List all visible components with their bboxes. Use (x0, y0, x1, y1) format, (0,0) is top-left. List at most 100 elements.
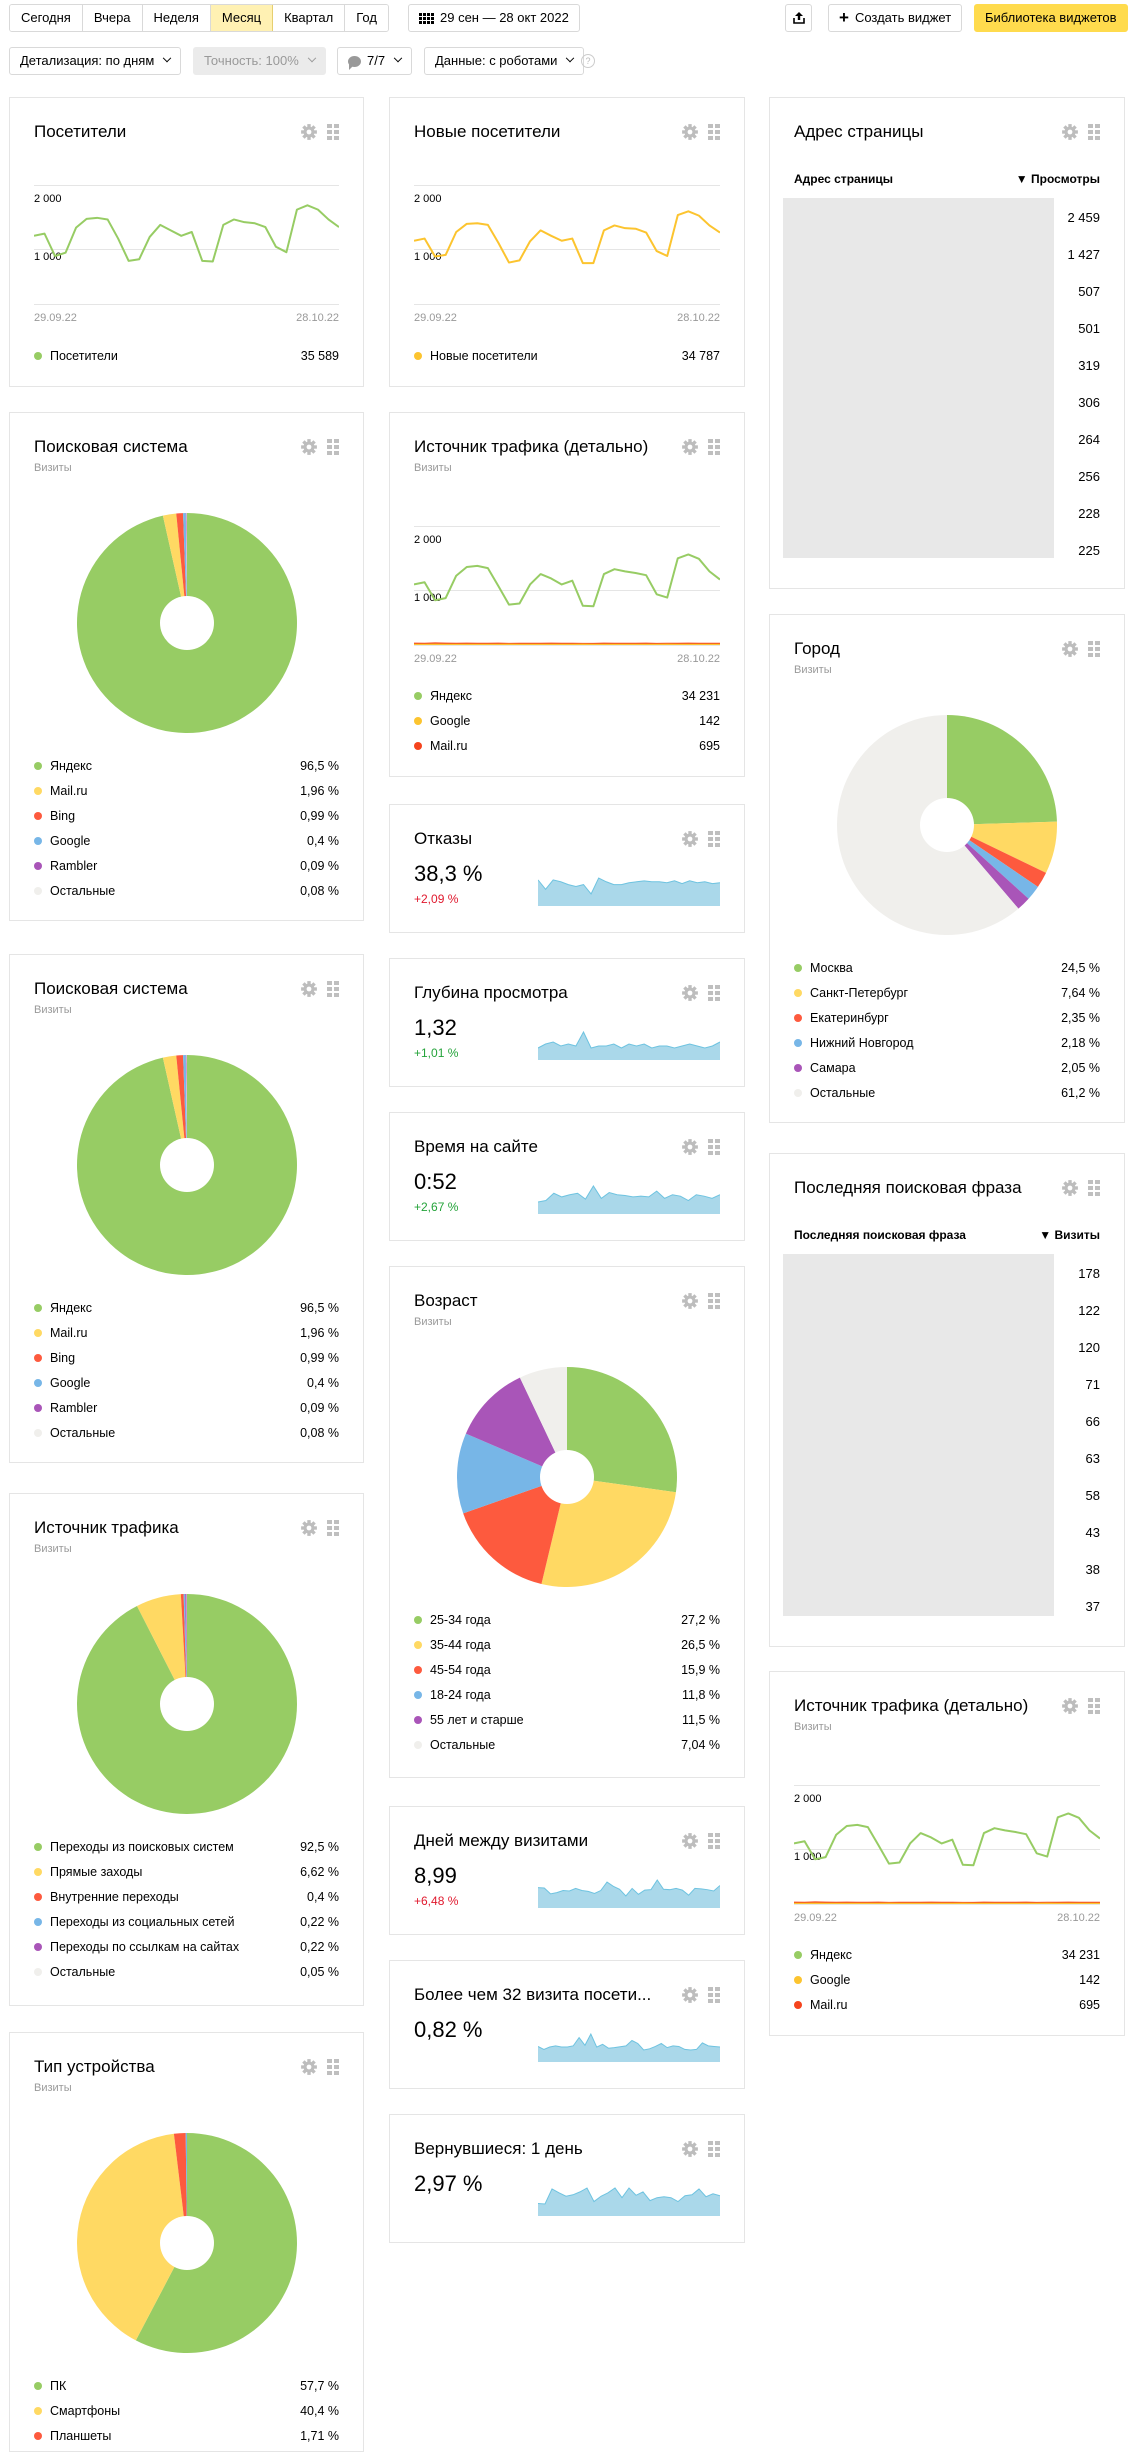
gear-icon[interactable] (682, 1139, 698, 1155)
date-range-picker[interactable]: 29 сен — 28 окт 2022 (408, 4, 580, 32)
drag-handle-icon[interactable] (708, 831, 720, 847)
table-row-value[interactable]: 319 (1067, 347, 1100, 384)
drag-handle-icon[interactable] (1088, 1180, 1100, 1196)
help-icon[interactable]: ? (581, 54, 595, 68)
widget-library-button[interactable]: Библиотека виджетов (974, 4, 1128, 32)
column-header-name[interactable]: Адрес страницы (794, 172, 893, 186)
gear-icon[interactable] (1062, 1698, 1078, 1714)
drag-handle-icon[interactable] (327, 981, 339, 997)
table-row-value[interactable]: 122 (1078, 1292, 1100, 1329)
drag-handle-icon[interactable] (327, 2059, 339, 2075)
period-tab[interactable]: Сегодня (10, 5, 83, 31)
table-row-value[interactable]: 501 (1067, 310, 1100, 347)
period-tab[interactable]: Месяц (211, 5, 273, 31)
gear-icon[interactable] (301, 1520, 317, 1536)
gear-icon[interactable] (682, 1293, 698, 1309)
drag-handle-icon[interactable] (1088, 1698, 1100, 1714)
accuracy-dropdown[interactable]: Точность: 100% (193, 47, 326, 75)
table-row-value[interactable]: 306 (1067, 384, 1100, 421)
table-row-value[interactable]: 228 (1067, 495, 1100, 532)
table-row-value[interactable]: 37 (1078, 1588, 1100, 1625)
drag-handle-icon[interactable] (708, 985, 720, 1001)
table-row-value[interactable]: 58 (1078, 1477, 1100, 1514)
gear-icon[interactable] (301, 439, 317, 455)
segments-dropdown[interactable]: 7/7 (337, 47, 412, 75)
table-row-value[interactable]: 43 (1078, 1514, 1100, 1551)
create-widget-button[interactable]: + Создать виджет (828, 4, 962, 32)
period-tab[interactable]: Квартал (273, 5, 345, 31)
gear-icon[interactable] (682, 985, 698, 1001)
data-mode-dropdown[interactable]: Данные: с роботами (424, 47, 584, 75)
period-tab[interactable]: Вчера (83, 5, 143, 31)
drag-handle-icon[interactable] (1088, 641, 1100, 657)
drag-handle-icon[interactable] (1088, 124, 1100, 140)
table-row-value[interactable]: 71 (1078, 1366, 1100, 1403)
drag-handle-icon[interactable] (708, 1987, 720, 2003)
drag-handle-icon[interactable] (708, 1833, 720, 1849)
table-row-value[interactable]: 1 427 (1067, 236, 1100, 273)
gear-icon[interactable] (1062, 124, 1078, 140)
table-row-value[interactable]: 264 (1067, 421, 1100, 458)
column-header-sort[interactable]: ▼ Визиты (1039, 1228, 1100, 1242)
drag-handle-icon[interactable] (327, 1520, 339, 1536)
period-tab[interactable]: Неделя (143, 5, 211, 31)
gear-icon[interactable] (682, 2141, 698, 2157)
table-row-value[interactable]: 178 (1078, 1255, 1100, 1292)
period-tab[interactable]: Год (345, 5, 388, 31)
gear-icon[interactable] (301, 2059, 317, 2075)
drag-handle-icon[interactable] (708, 2141, 720, 2157)
gear-icon[interactable] (682, 831, 698, 847)
drag-handle-icon[interactable] (708, 1293, 720, 1309)
table-row-value[interactable]: 507 (1067, 273, 1100, 310)
table-row-value[interactable]: 66 (1078, 1403, 1100, 1440)
table-row-value[interactable]: 256 (1067, 458, 1100, 495)
drag-handle-icon[interactable] (708, 439, 720, 455)
gear-icon[interactable] (682, 1833, 698, 1849)
column-header-sort[interactable]: ▼ Просмотры (1016, 172, 1100, 186)
drag-handle-icon[interactable] (708, 124, 720, 140)
table-row-value[interactable]: 63 (1078, 1440, 1100, 1477)
gear-icon[interactable] (1062, 1180, 1078, 1196)
table-row-value[interactable]: 2 459 (1067, 199, 1100, 236)
gear-icon[interactable] (682, 1987, 698, 2003)
